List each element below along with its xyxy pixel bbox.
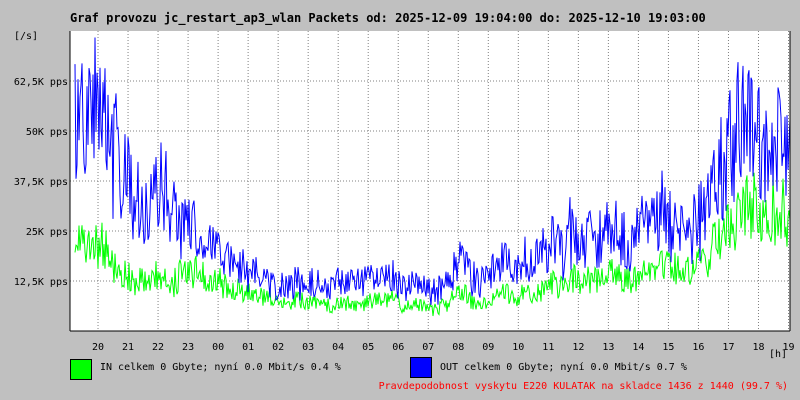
x-tick-label: 14 (632, 342, 644, 353)
out-legend-swatch (410, 357, 432, 378)
x-tick-label: 20 (92, 342, 104, 353)
x-tick-label: 11 (542, 342, 554, 353)
x-tick-label: 10 (512, 342, 524, 353)
x-tick-label: 09 (482, 342, 494, 353)
x-axis-unit: [h] (769, 349, 788, 360)
x-tick-label: 05 (362, 342, 374, 353)
graph-title: Graf provozu jc_restart_ap3_wlan Packets… (70, 11, 706, 25)
y-axis-unit: [/s] (14, 31, 39, 42)
y-tick-label: 12,5K pps (14, 277, 68, 288)
x-tick-label: 03 (302, 342, 314, 353)
probability-status-line: Pravdepodobnost vyskytu E220 KULATAK na … (378, 381, 788, 392)
x-tick-label: 23 (182, 342, 194, 353)
x-tick-label: 17 (722, 342, 734, 353)
x-tick-label: 07 (422, 342, 434, 353)
x-tick-label: 22 (152, 342, 164, 353)
x-tick-label: 04 (332, 342, 344, 353)
y-tick-label: 62,5K pps (14, 77, 68, 88)
out-legend-label: OUT celkem 0 Gbyte; nyní 0.0 Mbit/s 0.7 … (440, 362, 687, 373)
y-tick-label: 50K pps (26, 127, 68, 138)
x-tick-label: 19 (782, 342, 794, 353)
y-tick-label: 25K pps (26, 227, 68, 238)
x-tick-label: 06 (392, 342, 404, 353)
x-tick-label: 21 (122, 342, 134, 353)
x-tick-label: 15 (662, 342, 674, 353)
in-legend-swatch (70, 359, 92, 380)
x-tick-label: 16 (692, 342, 704, 353)
x-tick-label: 18 (752, 342, 764, 353)
x-tick-label: 02 (272, 342, 284, 353)
x-tick-label: 13 (602, 342, 614, 353)
x-tick-label: 12 (572, 342, 584, 353)
x-tick-label: 00 (212, 342, 224, 353)
series-line-in (74, 172, 791, 317)
in-legend-label: IN celkem 0 Gbyte; nyní 0.0 Mbit/s 0.4 % (100, 362, 341, 373)
y-tick-label: 37,5K pps (14, 177, 68, 188)
series-line-out (74, 37, 791, 305)
x-tick-label: 08 (452, 342, 464, 353)
x-tick-label: 01 (242, 342, 254, 353)
